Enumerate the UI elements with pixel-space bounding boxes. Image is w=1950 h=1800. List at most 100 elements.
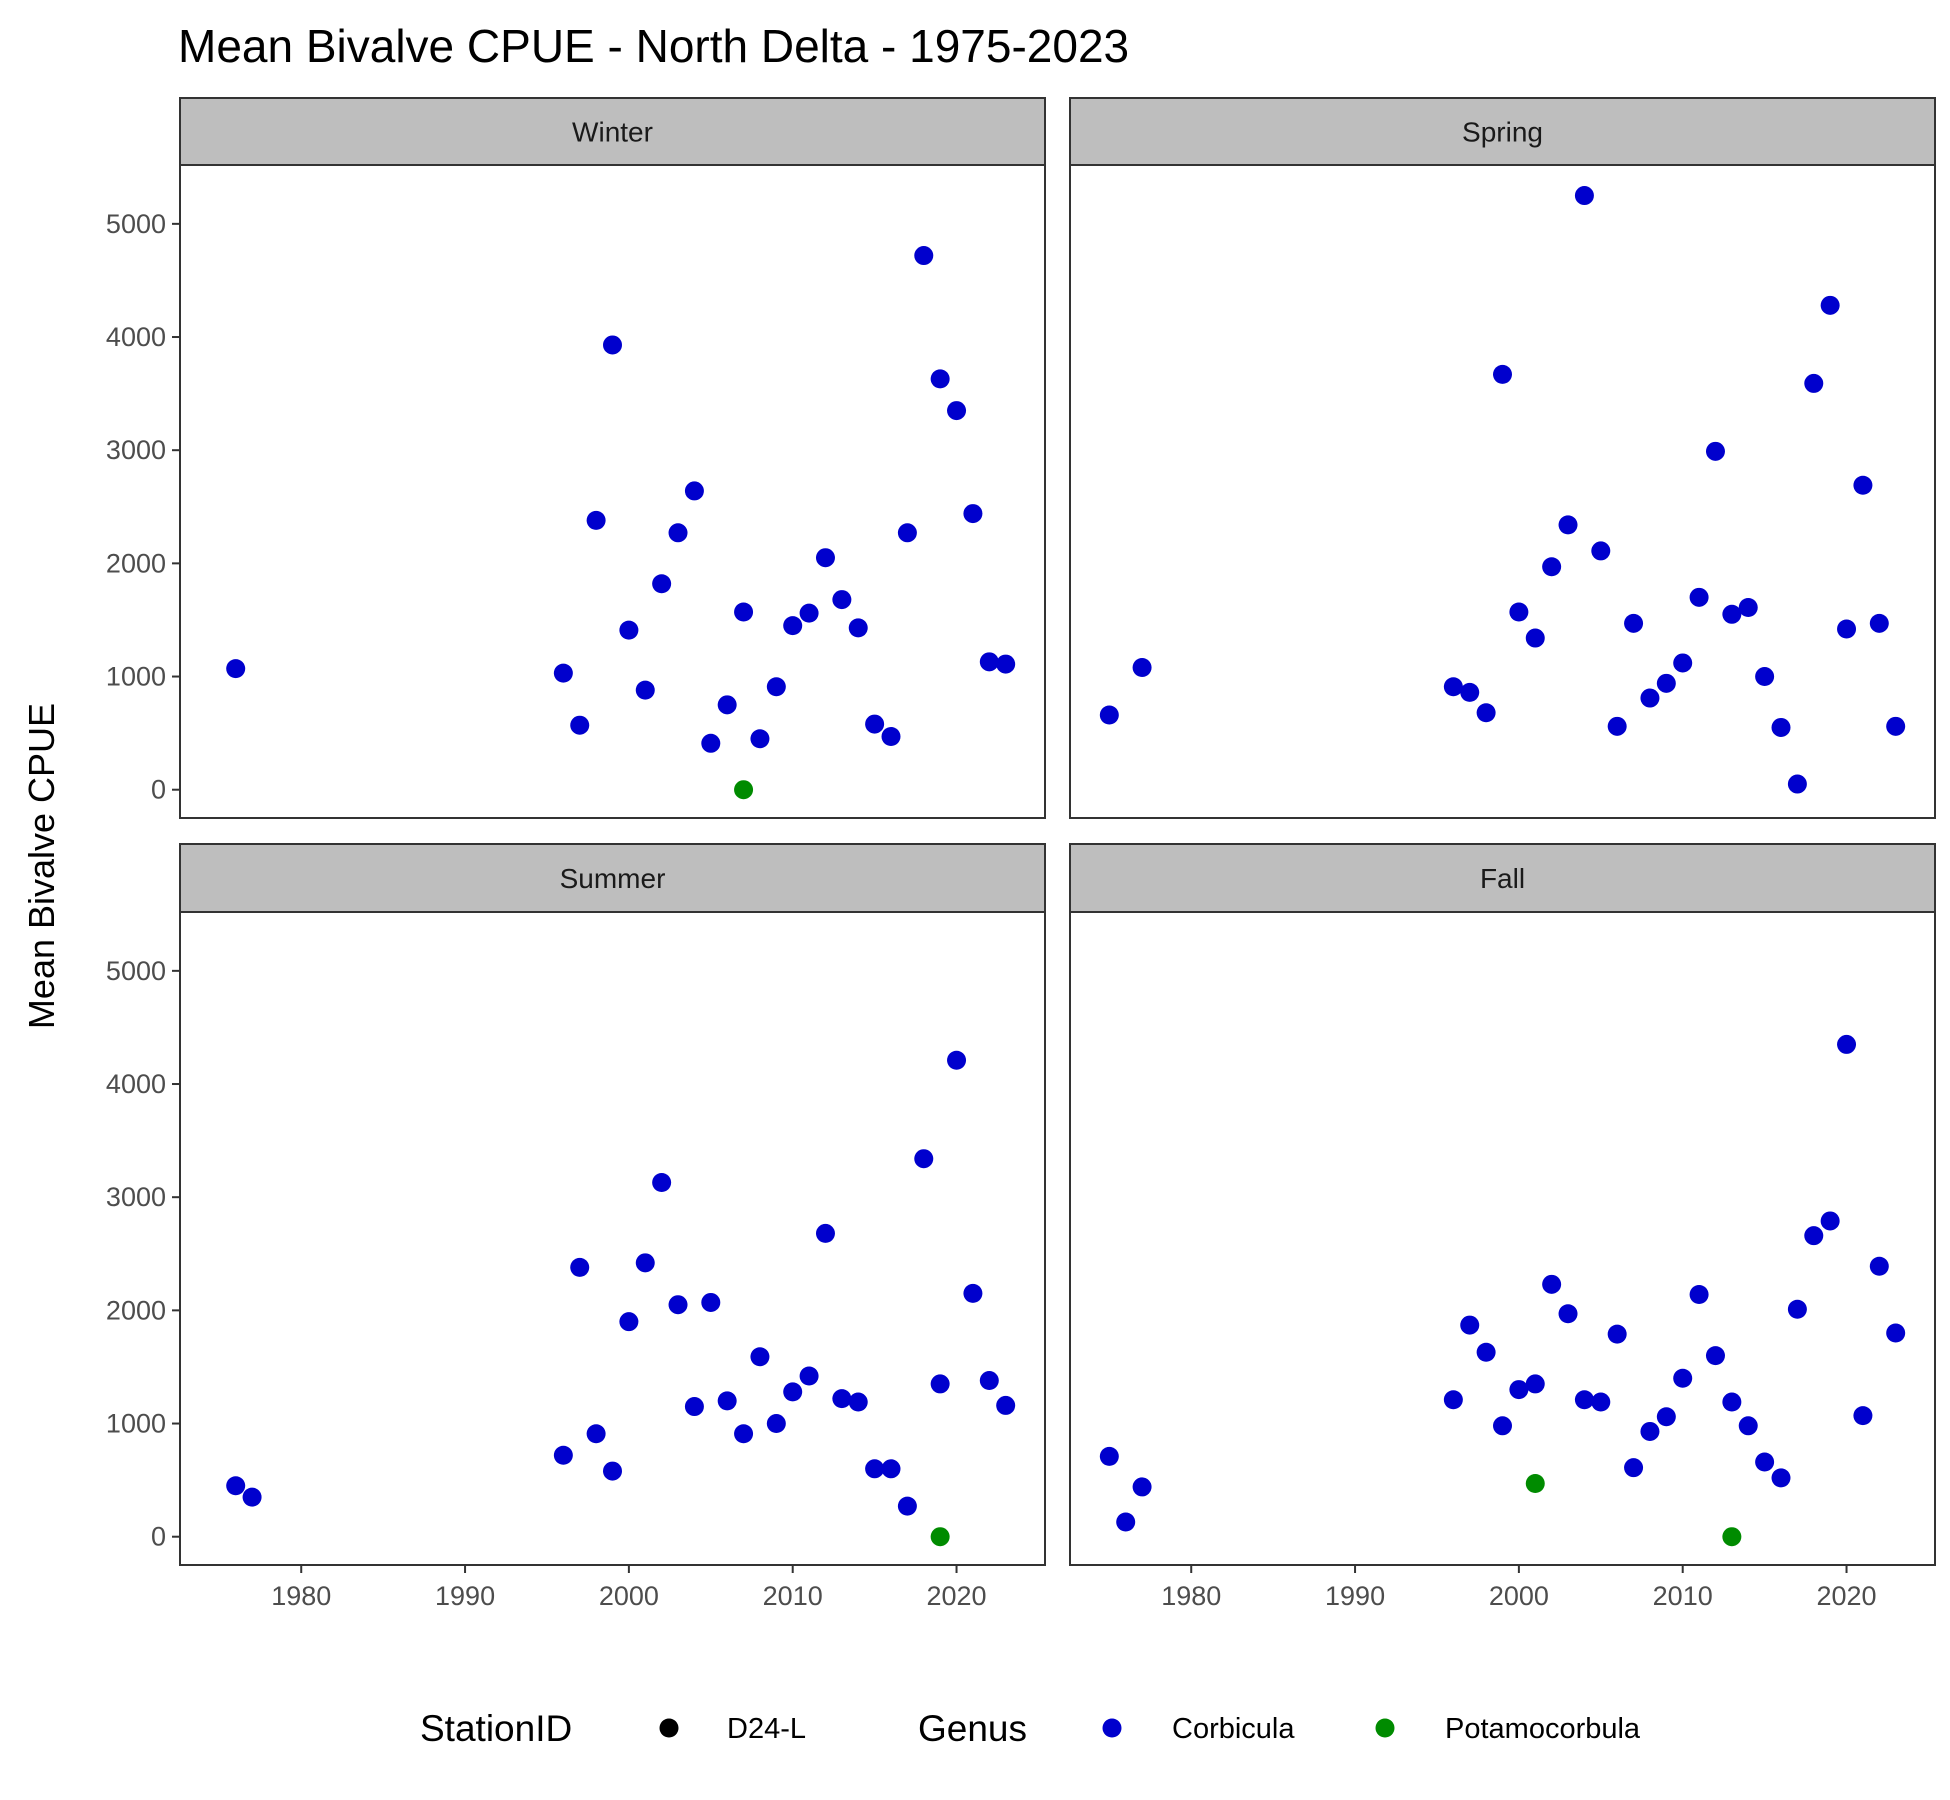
data-point-corbicula [1689,1285,1709,1305]
data-point-corbicula [947,401,967,421]
data-point-corbicula [1460,1315,1480,1335]
data-point-corbicula [832,1389,852,1409]
data-point-corbicula [1656,1407,1676,1427]
legend-key-corbicula [1102,1718,1122,1738]
data-point-corbicula [914,1149,934,1169]
facet-strip-spring [1069,97,1936,166]
x-tick-label: 2000 [599,1581,659,1611]
data-point-corbicula [1509,1380,1529,1400]
data-point-corbicula [553,663,573,683]
data-point-corbicula [734,1424,754,1444]
data-point-corbicula [815,1223,835,1243]
chart-title: Mean Bivalve CPUE - North Delta - 1975-2… [178,20,1129,72]
data-point-potamocorbula [734,780,754,800]
y-tick-label: 1000 [106,662,166,692]
data-point-corbicula [1542,557,1562,577]
data-point-corbicula [553,1445,573,1465]
data-point-corbicula [881,1459,901,1479]
data-point-corbicula [570,1257,590,1277]
y-axis-label: Mean Bivalve CPUE [21,703,62,1029]
data-point-corbicula [897,523,917,543]
y-tick-label: 1000 [106,1409,166,1439]
data-point-corbicula [848,618,868,638]
data-point-corbicula [1443,1390,1463,1410]
facet-panels: Winter 0 1000 2000 3000 4000 5000 Spring Summer 0… [106,97,1936,1611]
data-point-corbicula [1476,703,1496,723]
x-tick-label: 2010 [763,1581,823,1611]
data-point-corbicula [652,574,672,594]
x-tick-label: 2020 [1816,1581,1876,1611]
data-point-corbicula [701,1292,721,1312]
data-point-corbicula [1771,717,1791,737]
data-point-corbicula [1099,1446,1119,1466]
facet-summer: Summer 0 1000 2000 3000 4000 5000 1980 1990 2000 2… [106,843,1046,1611]
data-point-corbicula [717,695,737,715]
data-point-corbicula [1640,1421,1660,1441]
data-point-corbicula [1116,1512,1136,1532]
legend-key-potamocorbula [1375,1718,1395,1738]
data-point-corbicula [242,1487,262,1507]
y-tick-label: 3000 [106,435,166,465]
data-point-corbicula [1525,1374,1545,1394]
data-point-corbicula [1591,541,1611,561]
data-point-corbicula [1460,682,1480,702]
data-point-corbicula [1558,515,1578,535]
data-point-corbicula [603,335,622,355]
data-point-corbicula [1574,186,1594,206]
data-point-corbicula [1525,628,1545,648]
data-point-corbicula [635,680,655,700]
data-point-corbicula [1132,1477,1152,1497]
data-point-corbicula [979,652,999,672]
facet-strip-summer [179,843,1046,913]
facet-spring: Spring [1069,97,1936,819]
data-point-corbicula [1591,1392,1611,1412]
data-point-corbicula [947,1050,967,1070]
x-tick-label: 2010 [1653,1581,1713,1611]
legend-label-station: D24-L [727,1713,806,1745]
data-point-corbicula [1673,653,1693,673]
data-point-corbicula [1132,657,1152,677]
y-tick-label: 0 [151,1522,166,1552]
data-point-corbicula [652,1172,672,1192]
data-point-corbicula [1755,667,1775,687]
x-tick-label: 1990 [1325,1581,1385,1611]
data-point-corbicula [668,1295,688,1315]
data-point-corbicula [1820,295,1840,315]
data-point-corbicula [1771,1468,1791,1488]
data-point-corbicula [766,677,786,697]
data-point-corbicula [766,1414,786,1434]
panel-border [1069,911,1936,1566]
legend-title-genus: Genus [918,1708,1027,1749]
data-point-corbicula [1738,1416,1758,1436]
data-point-corbicula [1640,688,1660,708]
data-point-corbicula [1607,1324,1627,1344]
x-tick-label: 1980 [271,1581,331,1611]
legend: StationID D24-L Genus Corbicula Potamocorbul… [420,1708,1641,1749]
data-point-corbicula [783,616,803,636]
y-tick-label: 4000 [106,1069,166,1099]
data-point-corbicula [1853,1406,1873,1426]
data-point-corbicula [1853,475,1873,495]
data-point-corbicula [1787,774,1807,794]
data-point-corbicula [1804,373,1824,393]
data-point-corbicula [1493,364,1512,384]
data-point-corbicula [750,1347,770,1367]
data-point-corbicula [1705,441,1725,461]
data-point-corbicula [881,727,901,747]
data-point-corbicula [1837,619,1857,639]
facet-fall: Fall 1980 1990 2000 2010 2020 [1069,843,1936,1611]
facet-winter: Winter 0 1000 2000 3000 4000 5000 [106,97,1046,819]
facet-strip-label: Spring [1462,117,1543,148]
data-point-corbicula [1787,1299,1807,1319]
y-tick-label: 0 [151,775,166,805]
data-point-corbicula [717,1391,737,1411]
data-point-corbicula [996,654,1016,674]
data-point-corbicula [1673,1368,1693,1388]
data-point-corbicula [750,729,770,749]
data-point-potamocorbula [930,1527,950,1547]
legend-label-corbicula: Corbicula [1172,1713,1295,1745]
facet-strip-label: Fall [1480,863,1525,894]
data-point-corbicula [1443,677,1463,697]
data-point-corbicula [815,548,835,568]
